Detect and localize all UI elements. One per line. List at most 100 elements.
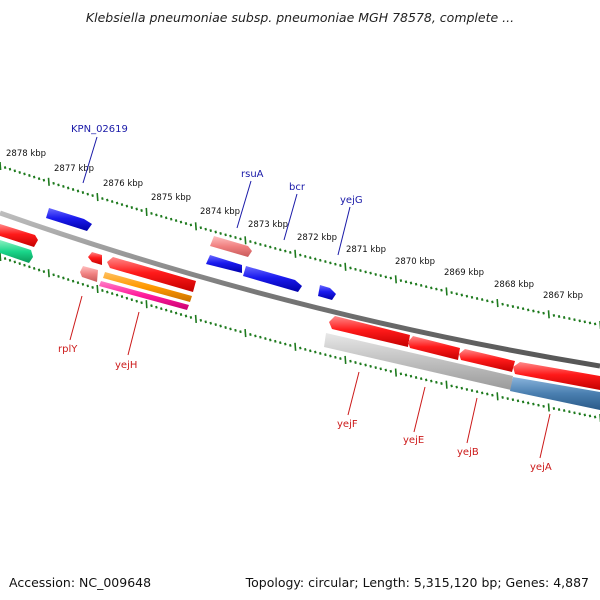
minor-tick [455, 292, 458, 296]
major-tick [96, 193, 99, 202]
map-title: Klebsiella pneumoniae subsp. pneumoniae … [85, 10, 515, 25]
scale-label: 2875 kbp [151, 193, 191, 203]
minor-tick [470, 295, 474, 299]
scale-label: 2873 kbp [248, 220, 288, 230]
leader-bcr [283, 193, 298, 241]
gene-feature-yejh-orange[interactable] [103, 272, 192, 302]
minor-tick [179, 313, 183, 316]
minor-tick [155, 305, 158, 309]
gene-label-yejf[interactable]: yejF [337, 419, 358, 430]
minor-tick [204, 320, 207, 324]
gene-feature-yeje[interactable] [408, 336, 460, 360]
minor-tick [37, 177, 41, 181]
minor-tick [491, 300, 494, 304]
minor-tick [91, 194, 94, 198]
minor-tick [374, 366, 377, 370]
gene-feature-left-red[interactable] [0, 224, 38, 247]
gene-label-yeje[interactable]: yejE [403, 435, 424, 446]
minor-tick [164, 216, 168, 220]
gene-label-rply[interactable]: rplY [58, 344, 78, 355]
leader-yeja [539, 413, 551, 459]
minor-tick [526, 401, 530, 405]
gene-feature-bcr-small[interactable] [206, 255, 242, 273]
minor-tick [314, 257, 317, 261]
gene-label-bcr[interactable]: bcr [289, 182, 306, 193]
minor-tick [364, 363, 367, 367]
gene-label-yeja[interactable]: yejA [530, 462, 552, 473]
major-tick [47, 269, 50, 278]
gene-label-yejb[interactable]: yejB [457, 447, 479, 458]
minor-tick [42, 178, 46, 182]
gene-feature-steel-region[interactable] [510, 377, 600, 410]
minor-tick [435, 380, 438, 384]
gene-feature-gray-region[interactable] [324, 333, 513, 390]
minor-tick [339, 357, 342, 361]
leader-yejf [347, 371, 360, 416]
gene-feature-kpn02619[interactable] [46, 208, 92, 231]
gene-label-yejh[interactable]: yejH [115, 360, 137, 371]
gene-feature-rply-red[interactable] [88, 252, 102, 265]
minor-tick [537, 403, 540, 407]
minor-tick [470, 389, 474, 393]
minor-tick [455, 385, 458, 389]
minor-tick [588, 321, 592, 325]
minor-tick [184, 314, 188, 318]
minor-tick [532, 402, 535, 406]
minor-tick [219, 324, 222, 328]
minor-tick [224, 233, 227, 237]
minor-tick [52, 273, 55, 277]
minor-tick [414, 376, 418, 379]
minor-tick [18, 170, 21, 174]
minor-tick [568, 317, 571, 321]
plus-strand-track [0, 208, 336, 300]
gene-feature-yejb[interactable] [459, 349, 515, 372]
minor-tick [106, 290, 109, 294]
major-tick [294, 342, 297, 351]
gene-label-kpn02619[interactable]: KPN_02619 [71, 124, 128, 135]
minor-tick [160, 307, 163, 311]
minor-tick [125, 204, 129, 208]
minor-tick [249, 333, 252, 336]
minor-tick [354, 267, 357, 271]
minor-tick [593, 322, 597, 326]
gene-feature-left-teal[interactable] [0, 240, 33, 263]
minor-tick [430, 379, 433, 383]
minor-tick [501, 395, 504, 399]
gene-feature-yeja[interactable] [513, 362, 600, 390]
major-tick [145, 300, 148, 309]
gene-feature-bcr[interactable] [243, 266, 302, 292]
minor-tick [28, 174, 31, 177]
minor-tick [125, 296, 129, 300]
gene-label-yejg[interactable]: yejG [340, 195, 363, 206]
minor-tick [150, 211, 153, 215]
minor-tick [309, 256, 312, 260]
minor-tick [135, 207, 138, 211]
scale-label: 2871 kbp [346, 245, 386, 255]
scale-label: 2867 kbp [543, 291, 583, 301]
gene-feature-yejf[interactable] [329, 316, 410, 347]
gene-label-rsua[interactable]: rsuA [241, 169, 264, 180]
gene-feature-rsua[interactable] [210, 236, 252, 257]
minor-tick [460, 293, 464, 297]
gene-feature-rply-pink[interactable] [80, 266, 98, 282]
gene-feature-yejh[interactable] [107, 257, 196, 292]
minor-tick [57, 274, 60, 278]
minor-tick [334, 355, 337, 359]
minor-tick [259, 242, 262, 246]
minor-tick [81, 191, 85, 194]
minor-tick [409, 374, 413, 378]
minor-tick [389, 369, 393, 373]
minor-tick [71, 188, 75, 191]
minor-tick [234, 236, 237, 239]
minor-tick [239, 237, 242, 241]
minor-tick [289, 343, 292, 347]
minor-tick [130, 298, 134, 302]
gene-feature-yejh-magenta[interactable] [99, 281, 189, 310]
minor-tick [465, 294, 469, 298]
minor-tick [28, 265, 31, 269]
gene-feature-yejg[interactable] [318, 285, 336, 300]
accession-text: Accession: NC_009648 [9, 575, 152, 590]
minor-tick [430, 286, 433, 290]
minor-tick [189, 223, 193, 227]
